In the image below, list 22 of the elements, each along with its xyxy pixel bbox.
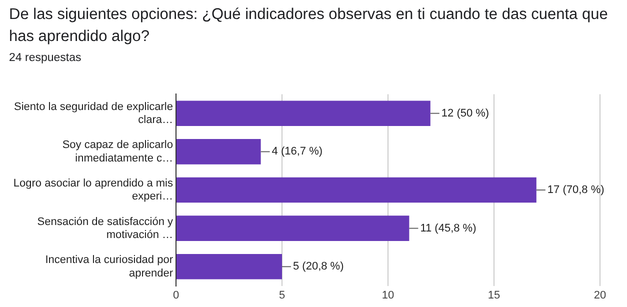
- data-label: 11 (45,8 %): [420, 222, 476, 234]
- bar: [176, 216, 410, 241]
- y-tick-label: Logro asociar lo aprendido a mis experi…: [13, 177, 174, 203]
- y-tick-label: Soy capaz de aplicarlo inmediatamente c…: [62, 139, 173, 164]
- bar: [176, 177, 536, 203]
- y-tick-label: Sensación de satisfacción y motivación …: [37, 216, 174, 241]
- bar: [176, 139, 261, 164]
- x-tick-label: 5: [278, 289, 286, 302]
- y-tick-label: Siento la seguridad de explicarle clara…: [14, 100, 173, 126]
- text: 24 respuestas: [9, 52, 82, 64]
- chart-title: De las siguientes opciones: ¿Qué indicadores observas en ti cuando te das cuenta que has aprendido algo?: [9, 5, 609, 47]
- data-label: 17 (70,8 %): [547, 184, 604, 196]
- data-label: 12 (50 %): [441, 107, 490, 120]
- data-label: 5 (20,8 %): [293, 260, 344, 273]
- y-tick-label: Incentiva la curiosidad por aprender: [45, 254, 174, 280]
- x-tick-label: 10: [382, 289, 394, 302]
- bar: [176, 100, 430, 126]
- bar: [176, 254, 282, 280]
- data-label: 4 (16,7 %): [272, 146, 323, 158]
- x-tick-label: 20: [594, 289, 606, 302]
- x-tick-label: 15: [488, 289, 500, 302]
- x-tick-label: 0: [172, 289, 180, 302]
